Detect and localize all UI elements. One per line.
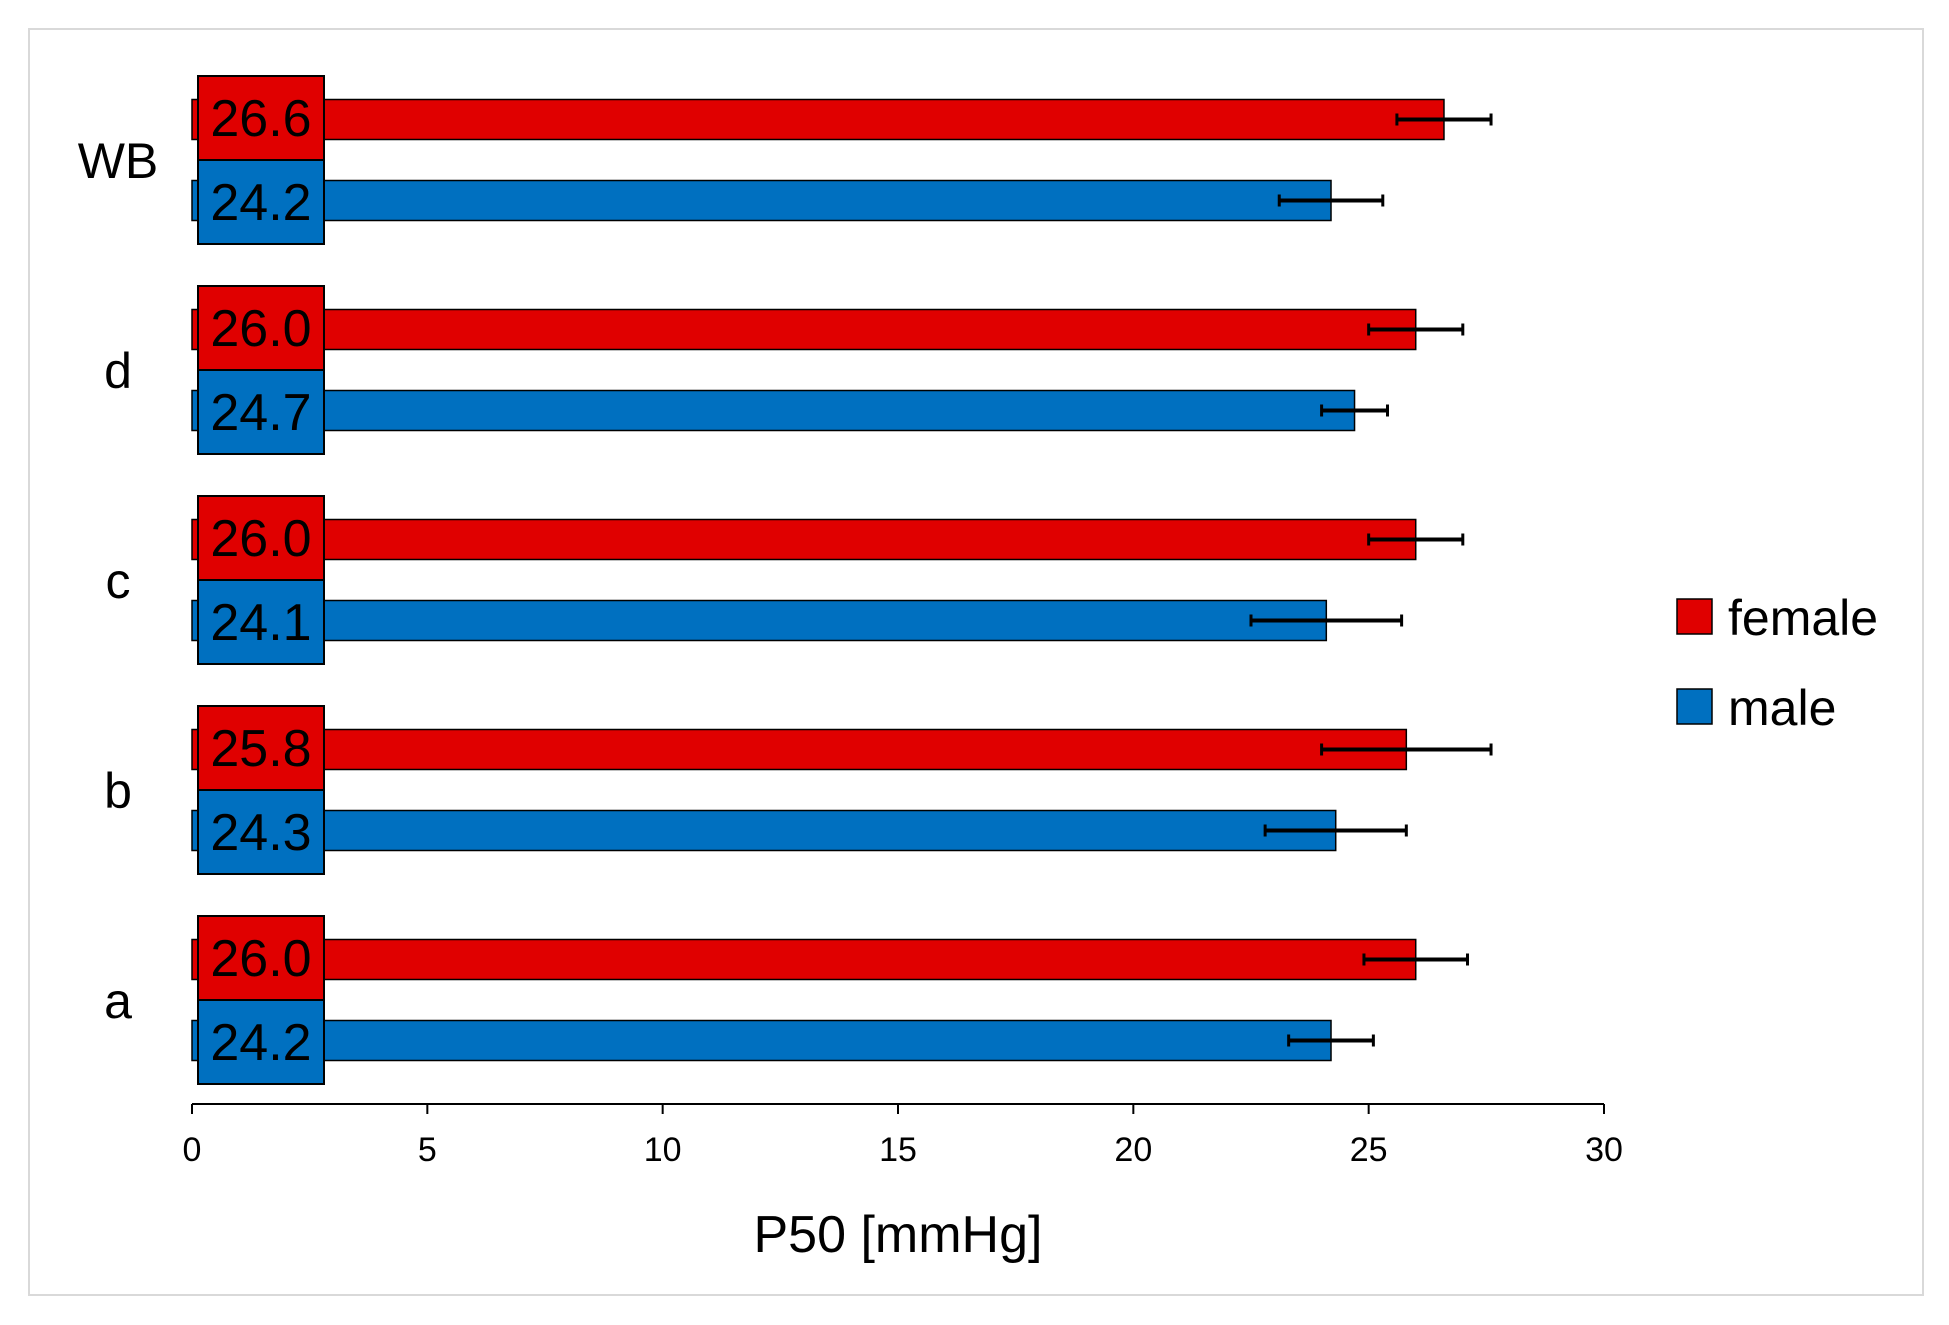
- value-label-female-c: 26.0: [210, 510, 311, 568]
- bar-female-a: [191, 938, 1417, 981]
- bar-female-b: [191, 728, 1408, 771]
- value-label-female-wb: 26.6: [210, 90, 311, 148]
- value-label-male-d: 24.7: [210, 384, 311, 442]
- x-tick-label-25: 25: [1350, 1131, 1388, 1169]
- value-box-female-a: [197, 915, 325, 1001]
- value-box-male-b: [197, 789, 325, 875]
- category-labels: a b c d WB: [78, 133, 159, 1029]
- legend-label-female: female: [1728, 590, 1878, 646]
- legend: female male: [1676, 590, 1878, 736]
- x-axis: 0 5 10 15 20 25 30: [183, 1103, 1623, 1169]
- value-box-male-wb: [197, 159, 325, 245]
- category-label-b: b: [104, 763, 132, 819]
- bar-female-c: [191, 518, 1417, 561]
- x-tick-label-10: 10: [644, 1131, 682, 1169]
- legend-swatch-male: [1676, 688, 1713, 725]
- category-label-d: d: [104, 343, 132, 399]
- legend-swatch-female: [1676, 598, 1713, 635]
- error-bar-male-b: [1263, 824, 1408, 837]
- bar-male-b: [191, 809, 1337, 852]
- value-label-male-a: 24.2: [210, 1014, 311, 1072]
- value-label-female-d: 26.0: [210, 300, 311, 358]
- value-label-female-a: 26.0: [210, 930, 311, 988]
- category-label-wb: WB: [78, 133, 159, 189]
- bar-male-a: [191, 1019, 1332, 1062]
- error-bar-female-a: [1362, 953, 1470, 966]
- value-label-female-b: 25.8: [210, 720, 311, 778]
- value-label-male-c: 24.1: [210, 594, 311, 652]
- x-axis-title: P50 [mmHg]: [754, 1206, 1043, 1264]
- bar-female-d: [191, 308, 1417, 351]
- error-bar-female-c: [1367, 533, 1465, 546]
- x-tick-label-0: 0: [183, 1131, 202, 1169]
- bar-female-wb: [191, 98, 1445, 141]
- error-bar-male-a: [1287, 1034, 1375, 1047]
- error-bar-male-c: [1249, 614, 1404, 627]
- value-box-male-a: [197, 999, 325, 1085]
- category-label-c: c: [106, 553, 131, 609]
- value-box-male-c: [197, 579, 325, 665]
- error-bar-female-d: [1367, 323, 1465, 336]
- error-bar-female-b: [1320, 743, 1493, 756]
- x-tick-label-15: 15: [879, 1131, 917, 1169]
- value-box-female-d: [197, 285, 325, 371]
- x-tick-label-30: 30: [1585, 1131, 1623, 1169]
- chart-frame: [28, 28, 1924, 1296]
- x-tick-label-5: 5: [418, 1131, 437, 1169]
- bar-male-d: [191, 389, 1356, 432]
- bar-male-c: [191, 599, 1328, 642]
- x-tick-label-20: 20: [1114, 1131, 1152, 1169]
- error-bar-male-wb: [1277, 194, 1385, 207]
- value-label-male-b: 24.3: [210, 804, 311, 862]
- bars-layer: 26.0 24.2 25.8 24.3 26.0 24.1 26.0 24.7 26.6 24.2: [191, 75, 1493, 1085]
- value-label-male-wb: 24.2: [210, 174, 311, 232]
- bar-male-wb: [191, 179, 1332, 222]
- category-label-a: a: [104, 973, 132, 1029]
- error-bar-female-wb: [1395, 113, 1493, 126]
- error-bar-male-d: [1320, 404, 1389, 417]
- legend-label-male: male: [1728, 680, 1836, 736]
- value-box-male-d: [197, 369, 325, 455]
